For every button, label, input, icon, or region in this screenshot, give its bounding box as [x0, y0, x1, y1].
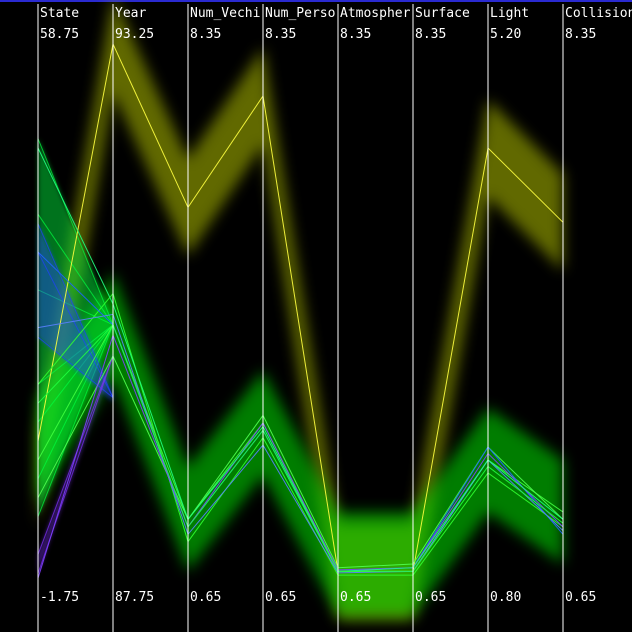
axis-max-label: 5.20	[490, 27, 521, 42]
axis-max-label: 8.35	[265, 27, 296, 42]
band-1	[38, 272, 563, 616]
axis-max-label: 8.35	[415, 27, 446, 42]
state-fan-0-line-5	[37, 324, 114, 480]
axis-name-label: Num_Vechi	[190, 6, 260, 21]
axis-name-label: Surface	[415, 6, 470, 21]
axis-name-label: Atmospher	[340, 6, 411, 21]
axis-max-label: 58.75	[40, 27, 79, 42]
axis-min-label: 0.65	[340, 590, 371, 605]
polyline-7	[37, 147, 564, 572]
axis-min-label: -1.75	[40, 590, 79, 605]
axis-name-label: Light	[490, 6, 529, 21]
polylines	[37, 42, 564, 579]
axis-min-label: 87.75	[115, 590, 154, 605]
density-bands	[38, 0, 563, 620]
axis-atmospher: Atmospher 8.35 0.65	[337, 4, 411, 632]
axis-name-label: Collision	[565, 6, 632, 21]
polyline-0	[37, 42, 564, 572]
axis-num_vechi: Num_Vechi 8.35 0.65	[187, 4, 260, 632]
axis-collision: Collision 8.35 0.65	[562, 4, 632, 632]
state-fans	[37, 138, 114, 574]
axis-max-label: 8.35	[340, 27, 371, 42]
state-fan-1-line-0	[37, 223, 114, 398]
axis-min-label: 0.65	[190, 590, 221, 605]
state-fan-0-line-4	[37, 324, 114, 423]
state-fan-0-line-6	[37, 324, 114, 517]
axis-num_perso: Num_Perso 8.35 0.65	[262, 4, 335, 632]
polyline-8	[37, 323, 564, 572]
axis-max-label: 8.35	[565, 27, 596, 42]
axis-state: State 58.75 -1.75	[37, 4, 79, 632]
polyline-6	[37, 333, 564, 579]
axis-min-label: 0.65	[415, 590, 446, 605]
state-fan-0-line-1	[37, 213, 114, 326]
axis-min-label: 0.80	[490, 590, 521, 605]
axis-name-label: Num_Perso	[265, 6, 335, 21]
axis-min-label: 0.65	[265, 590, 296, 605]
axis-name-label: State	[40, 6, 79, 21]
state-fan-1-line-1	[37, 251, 114, 398]
polyline-2	[37, 292, 564, 576]
axis-min-label: 0.65	[565, 590, 596, 605]
axis-year: Year 93.25 87.75	[112, 4, 154, 632]
state-fan-0-line-0	[37, 138, 114, 325]
axis-light: Light 5.20 0.80	[487, 4, 529, 632]
axis-name-label: Year	[115, 6, 146, 21]
axis-max-label: 93.25	[115, 27, 154, 42]
axis-surface: Surface 8.35 0.65	[412, 4, 470, 632]
axes: State 58.75 -1.75 Year 93.25 87.75 Num_Vechi 8.…	[37, 4, 632, 632]
axis-max-label: 8.35	[190, 27, 221, 42]
